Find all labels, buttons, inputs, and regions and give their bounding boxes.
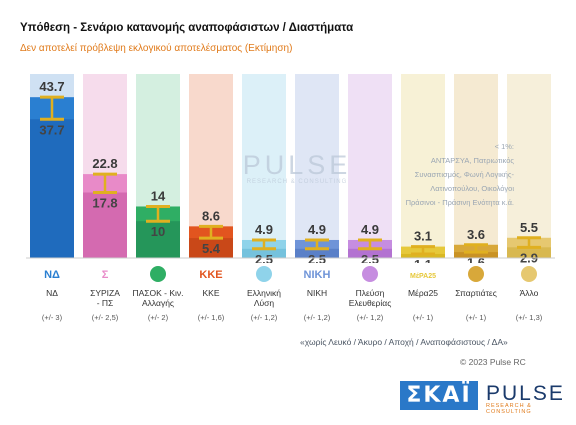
value-label-upper: 3.1 <box>414 229 432 244</box>
bar-lower <box>295 248 339 258</box>
margin-label: (+/- 2,5) <box>92 313 119 322</box>
bar-background <box>242 74 286 258</box>
watermark-word: PULSE <box>242 150 352 180</box>
value-label-upper: 4.9 <box>361 222 379 237</box>
party-logo-box <box>302 263 332 285</box>
category-label: ΝΔ <box>46 288 58 298</box>
pulse-logo-sub: RESEARCH & CONSULTING <box>486 403 532 415</box>
bar-background <box>401 74 445 258</box>
party-logo-box <box>408 263 438 285</box>
margin-label: (+/- 1,6) <box>198 313 225 322</box>
value-label-lower: 17.8 <box>92 195 117 210</box>
category-label: Άλλο <box>520 288 539 298</box>
bar-lower <box>136 221 180 258</box>
value-label-upper: 22.8 <box>92 156 117 171</box>
value-label-upper: 4.9 <box>255 222 273 237</box>
exclusion-note: «χωρίς Λευκό / Άκυρο / Αποχή / Αναποφάσι… <box>300 337 508 347</box>
category-label: ΝΙΚΗ <box>307 288 327 298</box>
party-logo-text: ΝΙΚΗ <box>304 269 331 281</box>
party-logo-box <box>196 263 226 285</box>
value-label-upper: 14 <box>151 188 166 203</box>
bar-lower <box>454 252 498 258</box>
copyright: © 2023 Pulse RC <box>460 357 526 367</box>
other-note-line1: < 1%: <box>494 142 514 151</box>
other-note-line4: Λατινοπούλου, Οικολόγοι <box>430 184 514 193</box>
category-label: - ΠΣ <box>97 298 114 308</box>
chart-subtitle: Δεν αποτελεί πρόβλεψη εκλογικού αποτελέσ… <box>20 43 293 54</box>
value-label-upper: 8.6 <box>202 208 220 223</box>
bar-lower <box>83 192 127 258</box>
pulse-logo-word: PULSE <box>486 382 565 405</box>
party-logo-text: ΝΔ <box>44 269 60 281</box>
margin-label: (+/- 1,3) <box>516 313 543 322</box>
value-label-lower: 10 <box>151 224 165 239</box>
party-logo-box <box>90 263 120 285</box>
bar-background <box>507 74 551 258</box>
skai-logo: ΣΚΑΪ <box>400 381 478 410</box>
party-logo-mark <box>521 266 537 282</box>
category-label: ΠΑΣΟΚ - Κιν. <box>132 288 183 298</box>
party-logo-text: Σ <box>102 269 109 281</box>
party-logo-text: ΜέΡΑ25 <box>410 273 436 280</box>
margin-label: (+/- 1,2) <box>251 313 278 322</box>
bar-lower <box>348 248 392 258</box>
bar-lower <box>507 247 551 258</box>
bar-lower <box>401 253 445 258</box>
bar-lower <box>30 119 74 258</box>
category-label: Ελληνική <box>247 288 281 298</box>
category-label: ΚΚΕ <box>202 288 219 298</box>
category-label: Λύση <box>254 298 275 308</box>
party-logo-text: ΚΚΕ <box>199 269 222 281</box>
other-note-line3: Συνασπισμός, Φωνή Λογικής- <box>414 170 514 179</box>
chart-title: Υπόθεση - Σενάριο κατανομής αναποφάσιστω… <box>20 22 354 34</box>
category-label: Ελευθερίας <box>349 298 392 308</box>
other-note-line2: ΑΝΤΑΡΣΥΑ, Πατριωτικός <box>430 156 514 165</box>
party-logo-mark <box>362 266 378 282</box>
watermark-sub: RESEARCH & CONSULTING <box>246 179 348 185</box>
value-label-upper: 43.7 <box>39 79 64 94</box>
margin-label: (+/- 3) <box>42 313 63 322</box>
category-label: Σπαρτιάτες <box>455 288 497 298</box>
category-label: ΣΥΡΙΖΑ <box>90 288 120 298</box>
bar-background <box>454 74 498 258</box>
margin-label: (+/- 1) <box>466 313 487 322</box>
party-logo-mark <box>256 266 272 282</box>
value-label-upper: 4.9 <box>308 222 326 237</box>
party-logo-mark <box>150 266 166 282</box>
margin-label: (+/- 1,2) <box>304 313 331 322</box>
category-label: Μέρα25 <box>408 288 438 298</box>
value-label-upper: 5.5 <box>520 220 538 235</box>
category-label: Πλεύση <box>356 288 385 298</box>
other-note-line5: Πράσινοι - Πράσινη Ενότητα κ.ά. <box>405 198 514 207</box>
value-label-lower: 5.4 <box>202 241 221 256</box>
party-logo-mark <box>468 266 484 282</box>
party-logo-box <box>37 263 67 285</box>
bar-lower <box>242 248 286 258</box>
category-label: Αλλαγής <box>142 298 174 308</box>
value-label-upper: 3.6 <box>467 227 485 242</box>
margin-label: (+/- 1) <box>413 313 434 322</box>
value-label-lower: 37.7 <box>39 122 64 137</box>
bar-background <box>295 74 339 258</box>
pulse-logo: PULSE RESEARCH & CONSULTING <box>486 382 576 415</box>
bar-background <box>348 74 392 258</box>
bar-lower <box>189 238 233 258</box>
margin-label: (+/- 2) <box>148 313 169 322</box>
margin-label: (+/- 1,2) <box>357 313 384 322</box>
pulse-watermark: PULSE RESEARCH & CONSULTING <box>232 150 362 185</box>
